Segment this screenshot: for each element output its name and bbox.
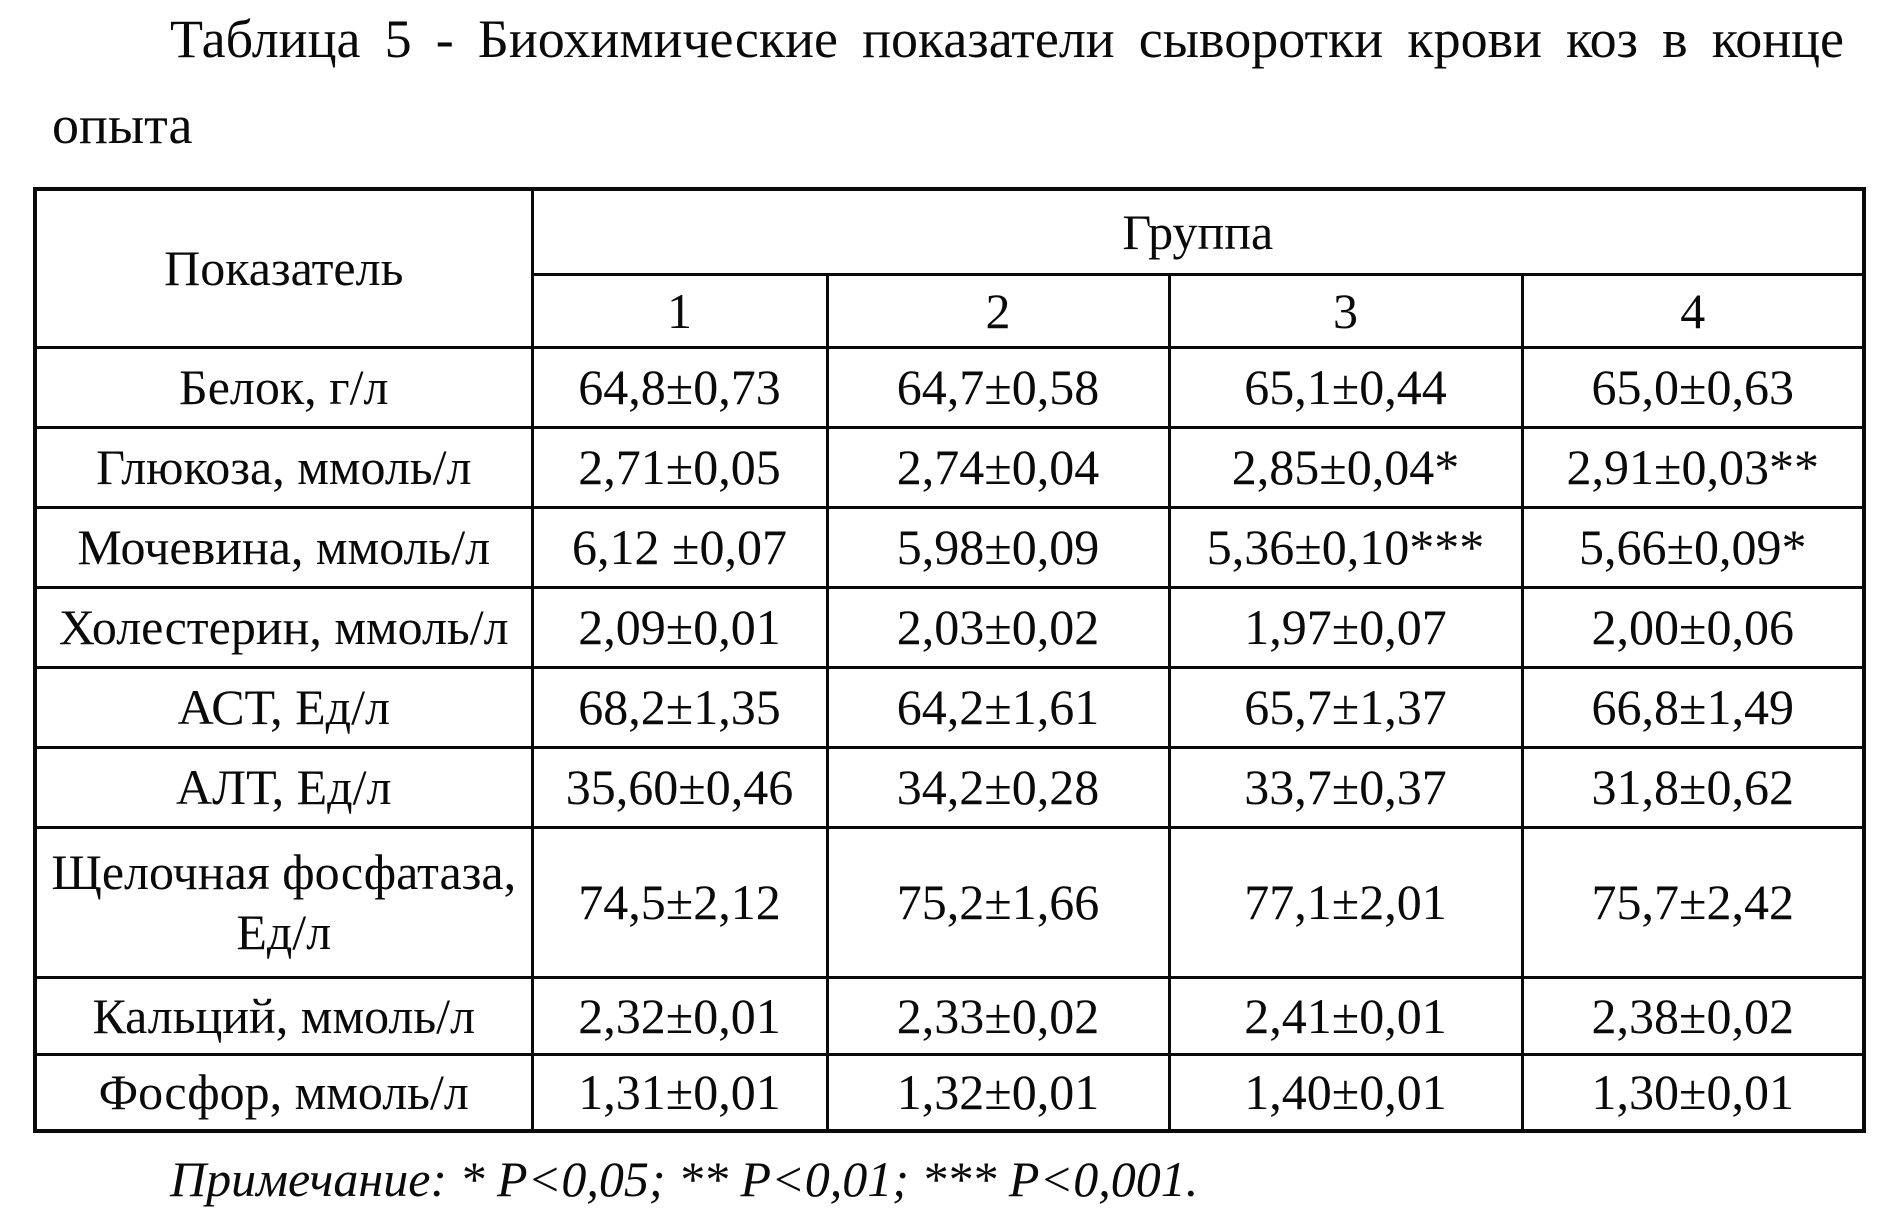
value-cell: 1,31±0,01: [530, 1052, 829, 1133]
value-cell: 66,8±1,49: [1520, 665, 1866, 749]
row-label-cell: АСТ, Ед/л: [33, 665, 534, 749]
value-cell: 2,03±0,02: [825, 585, 1171, 669]
value-cell: 75,2±1,66: [825, 825, 1171, 979]
table-row: Белок, г/л 64,8±0,73 64,7±0,58 65,1±0,44…: [33, 345, 1866, 429]
value-cell: 68,2±1,35: [530, 665, 829, 749]
value-cell: 65,1±0,44: [1167, 345, 1524, 429]
row-label-cell: Щелочная фосфатаза, Ед/л: [33, 825, 534, 979]
table-row: Мочевина, ммоль/л 6,12 ±0,07 5,98±0,09 5…: [33, 505, 1866, 589]
indicator-header-cell: Показатель: [33, 187, 534, 349]
value-cell: 2,32±0,01: [530, 975, 829, 1056]
biochemistry-table: Показатель Группа 1 2 3 4 Белок, г/л 64,…: [33, 187, 1866, 1133]
value-cell: 64,7±0,58: [825, 345, 1171, 429]
value-cell: 1,30±0,01: [1520, 1052, 1866, 1133]
table-header-row-group: Показатель Группа: [33, 187, 1866, 349]
value-cell: 65,0±0,63: [1520, 345, 1866, 429]
value-cell: 75,7±2,42: [1520, 825, 1866, 979]
value-cell: 34,2±0,28: [825, 745, 1171, 829]
row-label-cell: АЛТ, Ед/л: [33, 745, 534, 829]
table-footnote: Примечание: * Р<0,05; ** Р<0,01; *** Р<0…: [170, 1151, 1199, 1207]
table-row: Глюкоза, ммоль/л 2,71±0,05 2,74±0,04 2,8…: [33, 425, 1866, 509]
value-cell: 5,36±0,10***: [1167, 505, 1524, 589]
table-row: АСТ, Ед/л 68,2±1,35 64,2±1,61 65,7±1,37 …: [33, 665, 1866, 749]
table-row: Фосфор, ммоль/л 1,31±0,01 1,32±0,01 1,40…: [33, 1052, 1866, 1133]
value-cell: 2,38±0,02: [1520, 975, 1866, 1056]
value-cell: 2,41±0,01: [1167, 975, 1524, 1056]
value-cell: 2,74±0,04: [825, 425, 1171, 509]
row-label-cell: Глюкоза, ммоль/л: [33, 425, 534, 509]
table-row: Холестерин, ммоль/л 2,09±0,01 2,03±0,02 …: [33, 585, 1866, 669]
value-cell: 64,2±1,61: [825, 665, 1171, 749]
value-cell: 1,97±0,07: [1167, 585, 1524, 669]
value-cell: 64,8±0,73: [530, 345, 829, 429]
value-cell: 2,00±0,06: [1520, 585, 1866, 669]
group-column-header-4: 4: [1520, 272, 1866, 349]
value-cell: 5,66±0,09*: [1520, 505, 1866, 589]
value-cell: 31,8±0,62: [1520, 745, 1866, 829]
value-cell: 1,40±0,01: [1167, 1052, 1524, 1133]
table-row: АЛТ, Ед/л 35,60±0,46 34,2±0,28 33,7±0,37…: [33, 745, 1866, 829]
row-label-cell: Фосфор, ммоль/л: [33, 1052, 534, 1133]
row-label-cell: Белок, г/л: [33, 345, 534, 429]
value-cell: 2,71±0,05: [530, 425, 829, 509]
value-cell: 2,09±0,01: [530, 585, 829, 669]
group-column-header-3: 3: [1167, 272, 1524, 349]
row-label-cell: Мочевина, ммоль/л: [33, 505, 534, 589]
value-cell: 1,32±0,01: [825, 1052, 1171, 1133]
row-label-cell: Кальций, ммоль/л: [33, 975, 534, 1056]
value-cell: 65,7±1,37: [1167, 665, 1524, 749]
value-cell: 2,33±0,02: [825, 975, 1171, 1056]
group-header-cell: Группа: [530, 187, 1866, 276]
value-cell: 33,7±0,37: [1167, 745, 1524, 829]
table-row: Щелочная фосфатаза, Ед/л 74,5±2,12 75,2±…: [33, 825, 1866, 979]
value-cell: 2,91±0,03**: [1520, 425, 1866, 509]
value-cell: 6,12 ±0,07: [530, 505, 829, 589]
table-header-row-columns: 1 2 3 4: [35, 272, 1866, 349]
group-column-header-2: 2: [825, 272, 1171, 349]
value-cell: 2,85±0,04*: [1167, 425, 1524, 509]
table-row: Кальций, ммоль/л 2,32±0,01 2,33±0,02 2,4…: [33, 975, 1866, 1056]
value-cell: 5,98±0,09: [825, 505, 1171, 589]
value-cell: 77,1±2,01: [1167, 825, 1524, 979]
row-label-cell: Холестерин, ммоль/л: [33, 585, 534, 669]
group-column-header-1: 1: [530, 272, 829, 349]
value-cell: 35,60±0,46: [530, 745, 829, 829]
value-cell: 74,5±2,12: [530, 825, 829, 979]
table-title: Таблица 5 - Биохимические показатели сыв…: [52, 9, 1844, 155]
